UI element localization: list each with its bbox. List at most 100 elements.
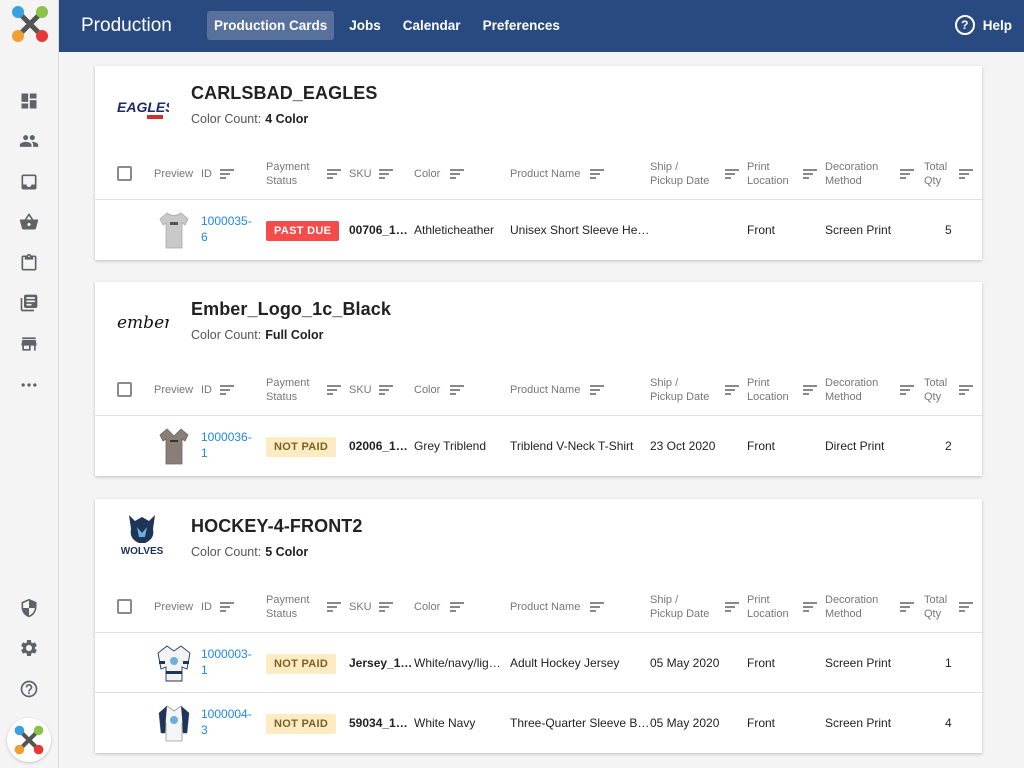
production-card: ember Ember_Logo_1c_Black Color Count: Fu… [95, 282, 982, 476]
color-cell: White/navy/lig… [414, 656, 501, 670]
dashboard-icon[interactable] [18, 90, 40, 112]
sort-icon[interactable] [327, 602, 341, 612]
sort-icon[interactable] [725, 385, 739, 395]
card-title: HOCKEY-4-FRONT2 [191, 516, 363, 536]
print-location-cell: Front [747, 716, 776, 730]
production-card: WOLVES HOCKEY-4-FRONT2 Color Count: 5 Col… [95, 499, 982, 753]
inbox-icon[interactable] [18, 171, 40, 193]
sort-icon[interactable] [803, 169, 817, 179]
app-title: Production [81, 15, 172, 36]
table-row[interactable]: 1000035- 6 PAST DUE 00706_1… Athleticheat… [95, 200, 982, 260]
col-product-name: Product Name [510, 168, 581, 180]
sort-icon[interactable] [450, 385, 464, 395]
col-id: ID [201, 168, 212, 180]
job-id-link[interactable]: 1000003- 1 [201, 647, 252, 677]
select-all-checkbox[interactable] [117, 599, 132, 614]
col-id: ID [201, 384, 212, 396]
basket-icon[interactable] [18, 211, 40, 233]
shield-icon[interactable] [18, 597, 40, 619]
sort-icon[interactable] [220, 602, 234, 612]
app-logo[interactable] [10, 4, 50, 44]
nav-production-cards[interactable]: Production Cards [207, 11, 335, 40]
col-payment-status: Payment Status [266, 161, 310, 187]
gear-icon[interactable] [18, 637, 40, 659]
decoration-method-cell: Direct Print [825, 439, 885, 453]
people-icon[interactable] [18, 130, 40, 152]
sort-icon[interactable] [959, 602, 973, 612]
sort-icon[interactable] [220, 169, 234, 179]
col-product-name: Product Name [510, 384, 581, 396]
table-row[interactable]: 1000004- 3 NOT PAID 59034_1… White Navy T… [95, 693, 982, 753]
sort-icon[interactable] [327, 169, 341, 179]
user-avatar[interactable] [7, 718, 51, 762]
sort-icon[interactable] [725, 602, 739, 612]
job-id-link[interactable]: 1000035- 6 [201, 214, 252, 244]
sort-icon[interactable] [590, 385, 604, 395]
clipboard-icon[interactable] [18, 252, 40, 274]
production-card: EAGLES CARLSBAD_EAGLES Color Count: 4 Col… [95, 66, 982, 260]
more-icon[interactable] [18, 374, 40, 396]
sort-icon[interactable] [379, 385, 393, 395]
sort-icon[interactable] [803, 602, 817, 612]
sort-icon[interactable] [590, 602, 604, 612]
total-qty-cell: 4 [945, 716, 952, 730]
sort-icon[interactable] [450, 169, 464, 179]
card-header: WOLVES HOCKEY-4-FRONT2 Color Count: 5 Col… [95, 499, 982, 581]
sku-cell: 59034_1… [349, 716, 408, 730]
select-all-checkbox[interactable] [117, 382, 132, 397]
sort-icon[interactable] [900, 602, 914, 612]
col-decoration-method: Decoration Method [825, 594, 879, 620]
eagles-logo-icon: EAGLES [117, 99, 169, 119]
color-count-label: Color Count: [191, 112, 262, 126]
ship-date-cell: 23 Oct 2020 [650, 439, 716, 453]
total-qty-cell: 2 [945, 439, 952, 453]
col-color: Color [414, 168, 441, 180]
status-badge: NOT PAID [266, 714, 337, 734]
total-qty-cell: 1 [945, 656, 952, 670]
tshirt-thumbnail-icon [159, 428, 189, 465]
sort-icon[interactable] [450, 602, 464, 612]
job-id-link[interactable]: 1000036- 1 [201, 430, 252, 460]
sort-icon[interactable] [220, 385, 234, 395]
color-cell: Grey Triblend [414, 439, 487, 453]
color-cell: Athleticheather [414, 223, 495, 237]
sort-icon[interactable] [959, 385, 973, 395]
sort-icon[interactable] [900, 169, 914, 179]
raglan-thumbnail-icon [158, 705, 190, 742]
table-header: Preview ID Payment Status SKU Color Produ… [95, 148, 982, 200]
sort-icon[interactable] [379, 602, 393, 612]
ship-date-cell: 05 May 2020 [650, 716, 720, 730]
sort-icon[interactable] [590, 169, 604, 179]
sort-icon[interactable] [959, 169, 973, 179]
product-name-cell: Three-Quarter Sleeve B… [510, 716, 650, 730]
color-count-value: 4 Color [265, 112, 309, 126]
help-circle-icon[interactable] [18, 678, 40, 700]
nav-calendar[interactable]: Calendar [402, 18, 461, 33]
sort-icon[interactable] [803, 385, 817, 395]
print-location-cell: Front [747, 439, 776, 453]
sort-icon[interactable] [327, 385, 341, 395]
col-preview: Preview [154, 601, 194, 613]
nav-preferences[interactable]: Preferences [482, 18, 560, 33]
col-total-qty: Total Qty [924, 161, 948, 187]
select-all-checkbox[interactable] [117, 166, 132, 181]
col-ship-date: Ship / Pickup Date [650, 594, 710, 620]
table-row[interactable]: 1000003- 1 NOT PAID Jersey_1… White/navy/… [95, 633, 982, 693]
table-row[interactable]: 1000036- 1 NOT PAID 02006_1… Grey Triblen… [95, 416, 982, 476]
store-icon[interactable] [18, 333, 40, 355]
nav-jobs[interactable]: Jobs [349, 18, 381, 33]
col-decoration-method: Decoration Method [825, 377, 879, 403]
status-badge: PAST DUE [266, 221, 340, 241]
color-count: Color Count: 5 Color [191, 545, 308, 559]
sort-icon[interactable] [900, 385, 914, 395]
app-logo-small-icon [14, 725, 44, 755]
col-preview: Preview [154, 168, 194, 180]
sort-icon[interactable] [379, 169, 393, 179]
job-id-link[interactable]: 1000004- 3 [201, 707, 252, 737]
col-print-location: Print Location [747, 377, 789, 403]
sort-icon[interactable] [725, 169, 739, 179]
color-count-value: Full Color [265, 328, 324, 342]
product-name-cell: Triblend V-Neck T-Shirt [510, 439, 634, 453]
list-icon[interactable] [18, 292, 40, 314]
help-button[interactable]: ? Help [954, 15, 1012, 35]
